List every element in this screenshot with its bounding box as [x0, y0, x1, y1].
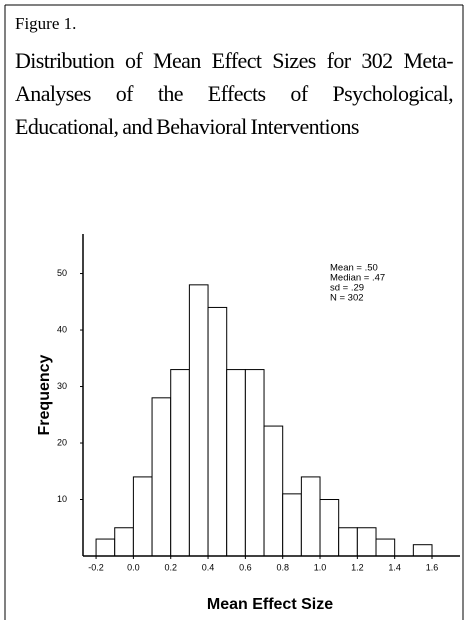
y-tick-label: 40: [57, 324, 67, 334]
x-tick-label: 1.4: [388, 562, 401, 572]
bar: [338, 527, 358, 557]
x-tick-label: 1.2: [351, 562, 364, 572]
x-tick-label: 1.6: [426, 562, 439, 572]
y-tick-label: 20: [57, 437, 67, 447]
annotation: Mean = .50: [330, 263, 378, 274]
bar: [356, 527, 377, 557]
bar: [319, 499, 340, 557]
x-tick-label: 0.6: [239, 562, 252, 572]
figure-label: Figure 1.: [15, 14, 77, 33]
x-tick-label: 0.2: [164, 562, 177, 572]
bar: [244, 369, 265, 557]
bar: [282, 493, 302, 557]
bar: [412, 544, 433, 557]
annotation: Median = .47: [330, 273, 385, 284]
annotation: sd = .29: [330, 283, 364, 294]
x-tick-label: -0.2: [88, 562, 104, 572]
bar: [207, 306, 228, 557]
bar: [300, 476, 321, 557]
caption: Distribution of Mean Effect Sizes for 30…: [15, 48, 454, 139]
bar: [132, 476, 153, 557]
bar: [263, 425, 284, 557]
annotation: N = 302: [330, 293, 364, 304]
y-axis-label: Frequency: [36, 354, 53, 435]
bar: [95, 538, 116, 557]
y-tick-label: 50: [57, 268, 67, 278]
bar: [170, 369, 190, 557]
x-tick-label: 1.0: [314, 562, 327, 572]
x-tick-label: 0.4: [202, 562, 215, 572]
bar: [375, 538, 396, 557]
bar: [114, 527, 134, 557]
x-axis-label: Mean Effect Size: [207, 596, 333, 613]
y-tick-label: 10: [57, 494, 67, 504]
x-tick-label: 0.8: [276, 562, 289, 572]
y-tick-label: 30: [57, 381, 67, 391]
bar: [151, 397, 172, 557]
bar: [226, 369, 246, 557]
x-tick-label: 0.0: [127, 562, 140, 572]
bar: [188, 284, 209, 557]
